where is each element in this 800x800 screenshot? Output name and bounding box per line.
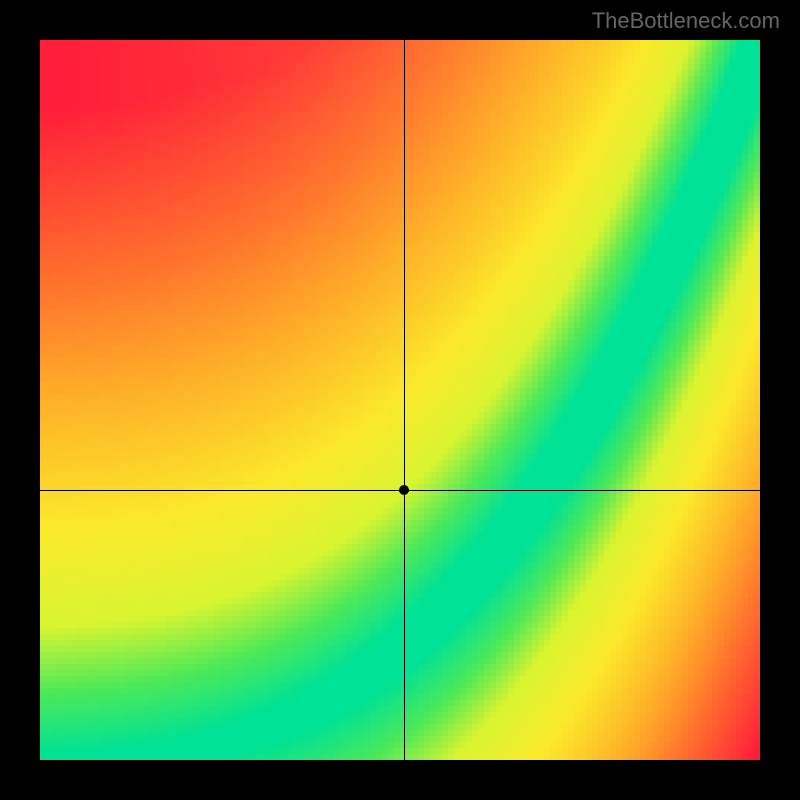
marker-dot (399, 485, 409, 495)
watermark-text: TheBottleneck.com (592, 8, 780, 34)
crosshair-vertical (404, 40, 405, 760)
heatmap-canvas (40, 40, 760, 760)
heatmap-plot (40, 40, 760, 760)
